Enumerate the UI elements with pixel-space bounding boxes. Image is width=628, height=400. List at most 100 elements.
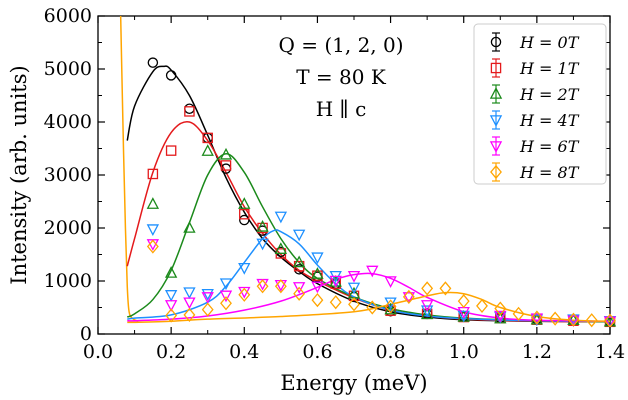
data-point-s2-p9: [311, 267, 324, 279]
legend-item: H = 4T: [489, 110, 580, 130]
x-tick-label: 0.2: [156, 341, 186, 363]
y-tick-label: 6000: [44, 5, 92, 27]
data-point-s4-p12: [366, 265, 379, 278]
data-point-s5-p11: [348, 297, 360, 312]
data-point-s2-p8: [292, 255, 306, 268]
data-point-s0-p0: [147, 57, 159, 68]
data-point-s5-p13: [384, 299, 397, 314]
data-point-s5-p21: [530, 310, 543, 325]
series-points-5: [146, 239, 616, 328]
legend-item: H = 1T: [490, 58, 580, 78]
data-point-s0-p1: [165, 70, 177, 81]
data-point-s4-p9: [311, 281, 324, 294]
x-tick-label: 1.0: [449, 341, 479, 363]
x-tick-label: 0.8: [375, 341, 405, 363]
data-point-s2-p3: [201, 144, 214, 156]
data-point-s3-p9: [311, 252, 324, 265]
annotation-q-vector: Q = (1, 2, 0): [278, 33, 403, 57]
annotation-field-direction: H ∥ c: [316, 97, 367, 121]
series-points-4: [146, 239, 617, 329]
y-tick-label: 5000: [44, 58, 92, 80]
data-point-s4-p10: [329, 275, 342, 288]
data-point-s3-p5: [238, 262, 251, 275]
legend-marker: [490, 62, 502, 74]
data-point-s5-p25: [604, 313, 616, 328]
data-point-s5-p6: [256, 279, 269, 294]
data-point-s2-p0: [146, 197, 160, 209]
legend-label: H = 8T: [519, 163, 580, 182]
data-point-s1-p9: [312, 270, 323, 281]
legend-item: H = 0T: [490, 32, 580, 52]
x-axis-label: Energy (meV): [280, 371, 427, 395]
data-point-s1-p5: [239, 208, 250, 220]
data-point-s1-p12: [385, 305, 396, 316]
y-tick-label: 4000: [44, 111, 92, 133]
data-point-s2-p5: [238, 197, 251, 209]
data-point-s0-p2: [184, 103, 195, 115]
fit-curve-series-2: [126, 153, 610, 323]
data-point-s4-p2: [183, 297, 196, 310]
data-point-s4-p14: [402, 292, 416, 304]
y-tick-label: 1000: [44, 270, 92, 292]
data-point-s5-p20: [512, 306, 525, 321]
legend-items: H = 0T H = 1T H = 2T H = 4T H = 6T H = 8T: [489, 32, 580, 182]
data-point-s3-p0: [146, 224, 160, 237]
data-point-s3-p7: [274, 211, 288, 224]
data-point-s5-p8: [293, 286, 306, 301]
data-point-s3-p13: [420, 305, 434, 318]
data-point-s1-p0: [147, 168, 159, 180]
data-point-s5-p2: [183, 307, 196, 323]
data-point-s4-p3: [201, 292, 214, 304]
data-point-s3-p4: [219, 278, 233, 291]
annotation: Q = (1, 2, 0) T = 80 K H ∥ c: [278, 33, 403, 121]
legend-box: [473, 23, 607, 185]
y-tick-label: 3000: [44, 164, 92, 186]
legend-marker: [489, 115, 503, 127]
legend-marker: [489, 141, 503, 153]
data-point-s5-p17: [457, 294, 470, 309]
data-point-s5-p24: [585, 313, 598, 328]
legend-label: H = 0T: [519, 33, 580, 52]
fit-curve-series-3: [127, 229, 610, 323]
data-point-s2-p6: [256, 219, 269, 232]
legend-marker: [490, 164, 502, 180]
data-points: [146, 57, 617, 329]
legend-marker: [490, 36, 502, 48]
data-point-s2-p13: [420, 307, 434, 320]
data-point-s4-p13: [384, 276, 397, 288]
data-point-s4-p17: [494, 310, 507, 323]
data-point-s4-p11: [347, 270, 361, 283]
x-tick-label: 1.4: [595, 341, 625, 363]
data-point-s1-p4: [220, 160, 232, 171]
x-tick-label: 0.4: [229, 341, 259, 363]
data-point-s2-p7: [274, 242, 288, 254]
data-point-s3-p1: [164, 290, 178, 302]
data-point-s3-p8: [292, 229, 306, 242]
data-point-s3-p3: [201, 288, 214, 301]
data-point-s2-p1: [164, 266, 178, 278]
y-axis-label: Intensity (arb. units): [7, 65, 31, 284]
data-point-s5-p14: [402, 289, 415, 305]
y-tick-label: 0: [80, 323, 92, 345]
data-point-s1-p10: [330, 278, 341, 289]
data-point-s0-p5: [239, 214, 250, 226]
data-point-s1-p2: [184, 106, 195, 117]
data-point-s3-p6: [256, 238, 269, 251]
data-point-s5-p5: [238, 287, 251, 302]
axis-ticks: 0.0 0.2 0.4 0.6 0.8 1.0 1.2 1.4 0 1000 2000 3000 400…: [44, 5, 625, 363]
data-point-s4-p4: [219, 290, 233, 303]
data-point-s5-p12: [366, 300, 379, 315]
data-point-s4-p19: [567, 315, 580, 328]
data-point-s1-p6: [257, 222, 268, 234]
data-point-s5-p16: [439, 281, 452, 296]
data-point-s4-p18: [530, 313, 544, 326]
data-point-s3-p11: [347, 282, 361, 295]
x-tick-label: 0.0: [83, 341, 113, 363]
data-point-s5-p4: [220, 296, 232, 311]
data-point-s5-p18: [476, 298, 488, 314]
data-point-s4-p1: [164, 300, 178, 312]
legend-item: H = 2T: [489, 84, 580, 104]
fit-curve-series-4: [127, 272, 610, 323]
legend-item: H = 8T: [490, 162, 580, 182]
